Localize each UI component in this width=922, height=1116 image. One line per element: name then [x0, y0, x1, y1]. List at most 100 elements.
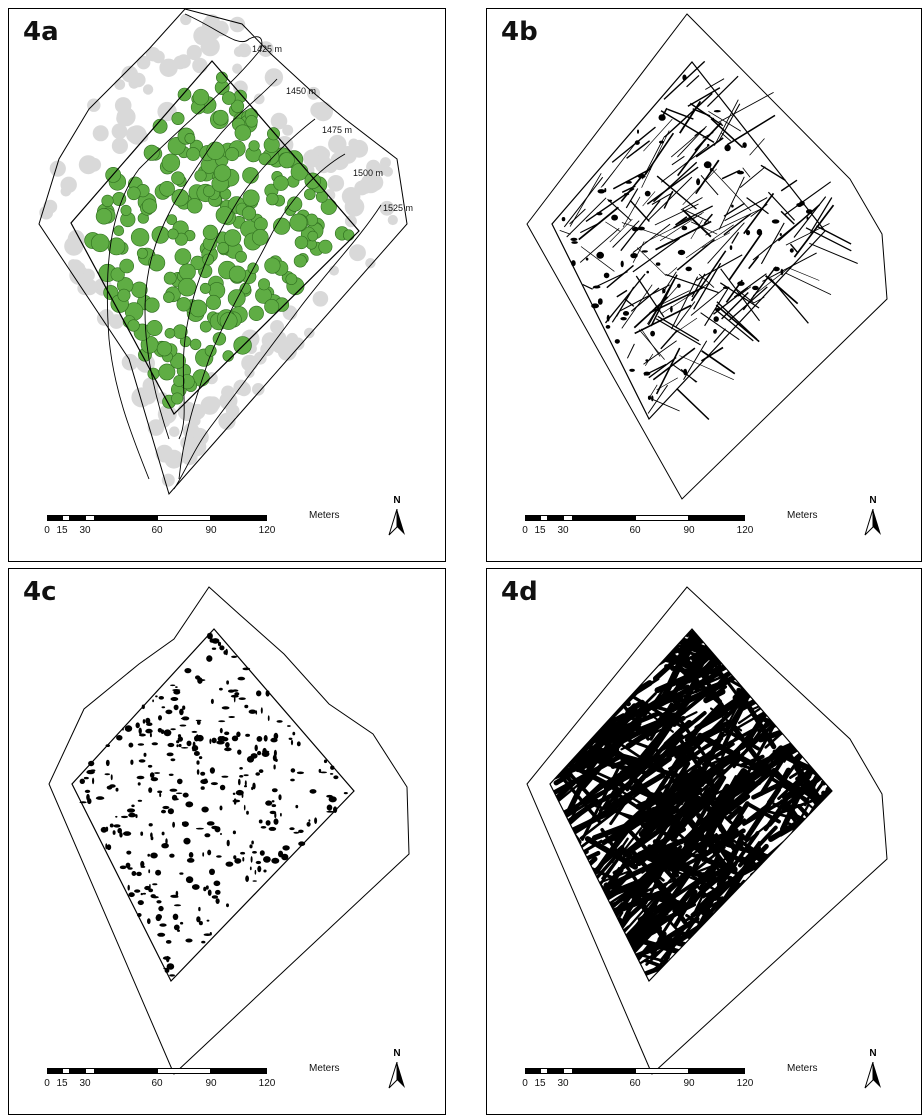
grey-canopy	[87, 98, 101, 112]
fallen-log	[718, 902, 776, 947]
stem-blob	[306, 821, 311, 827]
green-canopy	[152, 118, 168, 134]
fallen-log	[808, 941, 832, 972]
fallen-log	[767, 629, 828, 646]
stem-blob	[207, 849, 212, 856]
green-canopy	[174, 232, 188, 246]
green-canopy	[273, 175, 289, 191]
fallen-log	[690, 250, 727, 302]
scale-bar-tick-label: 60	[629, 525, 641, 536]
stem-blob	[634, 140, 640, 145]
stem-blob	[596, 212, 603, 216]
fallen-log	[676, 768, 704, 787]
fallen-log	[702, 629, 770, 639]
fallen-log	[741, 913, 809, 953]
stem-blob	[318, 768, 322, 773]
fallen-log	[828, 764, 832, 842]
green-canopy	[161, 153, 181, 173]
stem-blob	[198, 756, 203, 760]
stem-blob	[84, 789, 91, 793]
fallen-log	[601, 827, 643, 880]
fallen-log	[767, 688, 832, 730]
green-canopy	[264, 298, 280, 314]
fallen-log	[803, 869, 832, 926]
fallen-log	[818, 797, 832, 822]
stem-blob	[200, 786, 205, 790]
stem-blob	[188, 852, 194, 858]
fallen-log	[792, 883, 816, 897]
stem-blob	[296, 771, 304, 775]
fallen-log	[752, 664, 774, 686]
fallen-log	[580, 768, 620, 841]
fallen-log	[683, 340, 708, 381]
fallen-log	[724, 197, 768, 222]
stem-blob	[170, 894, 179, 898]
fallen-log	[827, 682, 832, 720]
stem-blob	[713, 329, 717, 334]
fallen-log	[582, 666, 600, 680]
stem-blob	[147, 853, 150, 857]
fallen-log	[571, 629, 595, 635]
stem-blob	[271, 800, 275, 803]
green-canopy	[146, 319, 163, 336]
scale-bar-unit: Meters	[309, 1063, 340, 1074]
stem-blob	[137, 913, 142, 917]
fallen-log	[718, 103, 741, 142]
stem-blob	[260, 826, 267, 829]
stem-blob	[202, 852, 205, 857]
stem-blob	[203, 886, 207, 892]
stem-blob	[622, 311, 630, 316]
study-plot-boundary	[71, 628, 355, 983]
green-canopy	[206, 141, 225, 161]
fallen-log	[659, 941, 677, 963]
stem-blob	[186, 858, 195, 863]
fallen-log	[669, 965, 726, 981]
fallen-log	[644, 839, 680, 905]
stem-blob	[218, 720, 226, 723]
grey-canopy	[81, 268, 95, 282]
stem-blob	[252, 851, 257, 854]
panel-label: 4d	[501, 577, 538, 607]
fallen-log	[656, 175, 697, 210]
north-letter: N	[869, 495, 877, 506]
fallen-log	[550, 904, 563, 920]
grey-canopy	[111, 123, 128, 140]
fallen-log	[716, 635, 730, 652]
green-canopy	[304, 172, 321, 190]
stem-blob	[259, 850, 265, 856]
scale-bar-segment	[563, 1068, 573, 1074]
fallen-log	[678, 629, 734, 633]
fallen-log	[821, 867, 832, 886]
fallen-log	[647, 384, 668, 414]
fallen-log	[687, 629, 715, 647]
contour-label: 1500 m	[353, 168, 383, 178]
stem-blob	[258, 769, 264, 773]
fallen-log	[621, 629, 665, 676]
stem-blob	[221, 775, 229, 778]
stem-blob	[756, 228, 763, 236]
stem-blob	[196, 720, 201, 725]
grey-canopy	[81, 279, 98, 296]
fallen-log	[622, 196, 641, 228]
stem-blob	[186, 740, 192, 747]
fallen-log	[820, 569, 876, 627]
stem-blob	[211, 825, 219, 830]
fallen-log	[660, 145, 710, 183]
stem-blob	[185, 938, 193, 943]
fallen-log	[559, 934, 638, 981]
fallen-log	[804, 629, 832, 638]
fallen-log	[575, 943, 613, 967]
stem-blob	[309, 789, 317, 794]
stem-blob	[228, 689, 235, 693]
fallen-log	[589, 902, 624, 938]
scale-bar-segment	[573, 515, 635, 521]
fallen-log	[825, 765, 832, 792]
fallen-log	[700, 312, 740, 341]
stem-blob	[789, 248, 794, 253]
fallen-log	[750, 203, 768, 217]
stem-blob	[128, 812, 136, 818]
fallen-log	[810, 869, 832, 892]
grey-canopy	[229, 16, 246, 33]
fallen-log	[719, 629, 747, 647]
north-arrow-half-light	[388, 509, 398, 536]
